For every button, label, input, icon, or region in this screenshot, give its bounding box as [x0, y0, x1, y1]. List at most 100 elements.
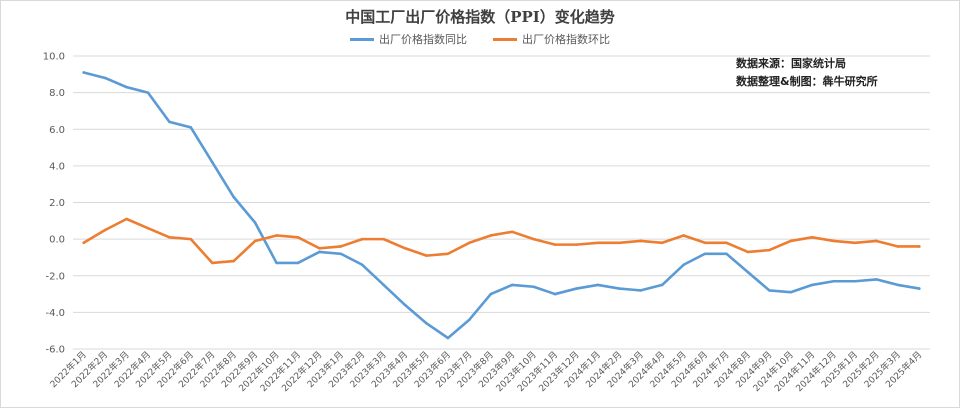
data-point-yoy	[682, 263, 685, 267]
data-point-mom	[168, 235, 171, 239]
data-point-yoy	[853, 279, 857, 283]
data-point-yoy	[832, 279, 835, 283]
data-point-yoy	[575, 287, 578, 290]
data-point-yoy	[275, 261, 278, 265]
data-point-yoy	[146, 91, 150, 94]
data-point-mom	[253, 239, 257, 243]
data-point-mom	[210, 261, 214, 265]
data-point-mom	[789, 239, 793, 243]
y-tick-label: 0.0	[49, 235, 65, 246]
y-tick-label: -6.0	[45, 345, 65, 356]
legend-item-mom: 出厂价格指数环比	[493, 31, 610, 47]
y-tick-label: 6.0	[49, 125, 65, 136]
data-point-mom	[382, 237, 385, 241]
data-point-yoy	[768, 289, 771, 292]
data-point-mom	[446, 252, 450, 256]
data-point-yoy	[725, 252, 728, 256]
legend-item-yoy: 出厂价格指数同比	[350, 31, 467, 47]
chart-title: 中国工厂出厂价格指数（PPI）变化趋势	[345, 8, 615, 26]
data-point-mom	[553, 243, 557, 246]
data-point-mom	[146, 226, 150, 230]
data-point-yoy	[210, 160, 214, 164]
data-point-mom	[703, 241, 707, 245]
data-point-yoy	[82, 71, 86, 74]
data-point-yoy	[360, 263, 364, 267]
data-point-yoy	[618, 287, 621, 290]
data-point-yoy	[189, 126, 193, 129]
data-point-mom	[82, 241, 86, 245]
data-point-mom	[296, 235, 300, 239]
data-point-mom	[875, 239, 878, 243]
data-point-yoy	[660, 283, 664, 287]
y-tick-label: 4.0	[49, 161, 65, 172]
data-point-yoy	[489, 292, 493, 296]
data-point-yoy	[810, 283, 814, 287]
data-point-yoy	[318, 250, 321, 254]
data-point-mom	[125, 217, 128, 221]
data-point-mom	[896, 245, 900, 248]
data-point-mom	[746, 250, 750, 254]
data-point-mom	[275, 234, 278, 237]
data-point-yoy	[553, 292, 557, 296]
credit-note: 数据整理&制图：犇牛研究所	[736, 75, 878, 88]
data-point-yoy	[446, 336, 450, 340]
data-point-mom	[810, 235, 814, 239]
data-point-yoy	[125, 85, 128, 89]
chart-legend: 出厂价格指数同比 出厂价格指数环比	[0, 31, 960, 47]
series-line-yoy	[82, 71, 921, 340]
data-point-mom	[660, 241, 664, 245]
data-point-yoy	[703, 252, 707, 256]
data-point-yoy	[639, 289, 643, 292]
y-tick-label: -2.0	[45, 271, 65, 282]
source-note: 数据来源：国家统计局	[736, 57, 846, 70]
data-point-yoy	[253, 221, 257, 224]
data-point-yoy	[510, 283, 514, 287]
data-point-mom	[768, 248, 771, 252]
data-point-yoy	[168, 120, 171, 124]
data-point-mom	[232, 259, 235, 263]
data-point-mom	[853, 241, 857, 245]
data-point-yoy	[103, 76, 107, 80]
data-point-yoy	[425, 322, 428, 325]
y-tick-label: -4.0	[45, 308, 65, 319]
data-point-yoy	[746, 270, 750, 274]
data-point-yoy	[596, 283, 600, 287]
data-point-yoy	[875, 278, 878, 281]
data-point-yoy	[789, 290, 793, 294]
data-point-yoy	[339, 252, 343, 256]
data-point-mom	[403, 246, 407, 250]
data-point-yoy	[232, 195, 235, 199]
data-point-mom	[618, 241, 621, 245]
data-point-mom	[425, 254, 428, 257]
data-point-mom	[318, 246, 321, 250]
y-tick-label: 2.0	[49, 198, 65, 209]
data-point-mom	[917, 245, 921, 248]
data-point-mom	[510, 230, 514, 234]
data-point-mom	[575, 243, 578, 246]
series-line-mom	[82, 217, 921, 265]
data-point-yoy	[403, 303, 407, 307]
data-point-yoy	[468, 318, 471, 322]
data-point-mom	[725, 241, 728, 245]
data-point-mom	[639, 239, 643, 243]
data-point-mom	[596, 241, 600, 245]
data-point-yoy	[896, 283, 900, 287]
data-point-yoy	[917, 287, 921, 290]
data-point-mom	[489, 234, 493, 237]
data-point-mom	[682, 234, 685, 237]
data-point-mom	[103, 228, 107, 232]
data-point-mom	[360, 237, 364, 241]
data-point-mom	[832, 239, 835, 243]
data-point-mom	[468, 241, 471, 245]
data-point-mom	[189, 237, 193, 241]
legend-label-yoy: 出厂价格指数同比	[379, 33, 467, 46]
legend-label-mom: 出厂价格指数环比	[522, 33, 610, 46]
data-point-yoy	[296, 261, 300, 265]
legend-swatch-yoy	[350, 37, 374, 41]
data-point-mom	[339, 245, 343, 248]
y-tick-label: 10.0	[43, 52, 65, 63]
data-point-yoy	[382, 283, 385, 287]
y-tick-label: 8.0	[49, 88, 65, 99]
